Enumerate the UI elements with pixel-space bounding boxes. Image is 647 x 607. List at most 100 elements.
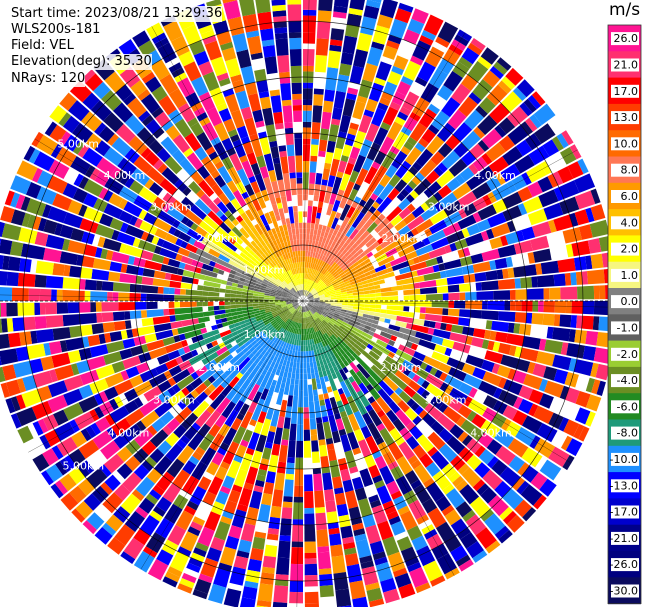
radar-bin [287,395,293,407]
radar-bin [167,350,181,361]
colorbar-tick-label: -6.0 [617,400,638,413]
radar-bin [344,251,351,258]
radar-bin [213,287,220,293]
radar-bin [206,405,215,415]
radar-bin [149,448,165,464]
radar-bin [328,246,334,253]
radar-bin [312,282,317,288]
radar-bin [191,306,203,313]
radar-bin [270,319,276,324]
radar-bin [260,233,267,240]
radar-bin [325,298,331,300]
radar-bin [98,126,115,143]
radar-bin [330,305,337,308]
radar-bin [323,231,329,239]
radar-bin [312,389,318,396]
radar-bin [206,351,219,362]
radar-bin [577,158,589,174]
radar-bin [292,251,296,258]
radar-bin [433,191,443,202]
radar-bin [326,386,333,393]
radar-bin [340,311,347,315]
radar-bin [239,219,247,227]
radar-bin [106,340,125,354]
radar-bin [315,38,329,56]
radar-bin [289,49,302,67]
radar-bin [156,496,172,513]
radar-bin [314,343,319,350]
radar-bin [253,237,260,245]
radar-bin [347,303,354,306]
radar-bin [157,163,168,174]
radar-bin [533,405,554,424]
radar-bin [127,423,142,439]
radar-bin [254,285,261,290]
radar-bin [508,345,517,357]
radar-bin [261,566,275,574]
radar-bin [291,541,303,548]
radar-bin [328,124,340,142]
radar-bin [315,235,320,242]
radar-bin [258,307,265,311]
radar-bin [312,291,317,295]
radar-bin [155,363,169,375]
radar-bin [357,285,364,289]
radar-bin [0,254,4,270]
radar-bin [120,493,141,515]
radar-bin [210,393,226,410]
radar-bin [350,280,357,286]
range-ring [190,188,416,414]
radar-bin [272,252,278,259]
radar-bin [250,240,257,247]
radar-bin [345,237,352,245]
radar-bin [281,267,286,273]
radar-bin [168,226,177,235]
radar-bin [174,118,193,138]
radar-bin [262,45,276,58]
radar-bin [0,318,3,333]
radar-bin [310,268,314,275]
radar-bin [249,193,257,202]
radar-bin [235,444,247,458]
radar-bin [221,47,237,62]
ray-line [140,300,304,570]
radar-bin [430,420,445,435]
radar-bin [398,365,407,373]
radar-bin [414,306,421,313]
radar-bin [396,456,413,475]
radar-bin [557,166,574,184]
radar-bin [324,306,330,310]
radar-bin [481,248,500,262]
radar-bin [348,321,355,327]
radar-bin [363,310,370,315]
radar-bin [231,218,240,227]
radar-bin [538,301,544,313]
radar-bin [295,367,300,374]
radar-bin [183,426,198,441]
radar-bin [283,371,288,378]
radar-bin [379,174,392,188]
radar-bin [178,102,196,123]
radar-bin [319,335,324,342]
radar-bin [394,572,412,588]
radar-bin [335,136,346,150]
radar-bin [196,189,205,198]
radar-bin [294,138,303,156]
radar-bin [311,138,319,145]
radar-bin [379,136,395,155]
radar-bin [216,346,228,356]
radar-bin [356,390,371,408]
radar-bin [378,317,386,323]
radar-bin [305,345,309,352]
radar-bin [327,448,337,462]
radar-bin [185,289,203,296]
radar-bin [368,0,382,3]
radar-bin [280,248,285,255]
radar-bin [146,293,164,301]
radar-bin [233,322,241,328]
radar-bin [377,102,389,112]
radar-bin [280,283,286,288]
radar-bin [355,340,362,347]
radar-bin [473,328,486,339]
radar-bin [363,5,380,20]
